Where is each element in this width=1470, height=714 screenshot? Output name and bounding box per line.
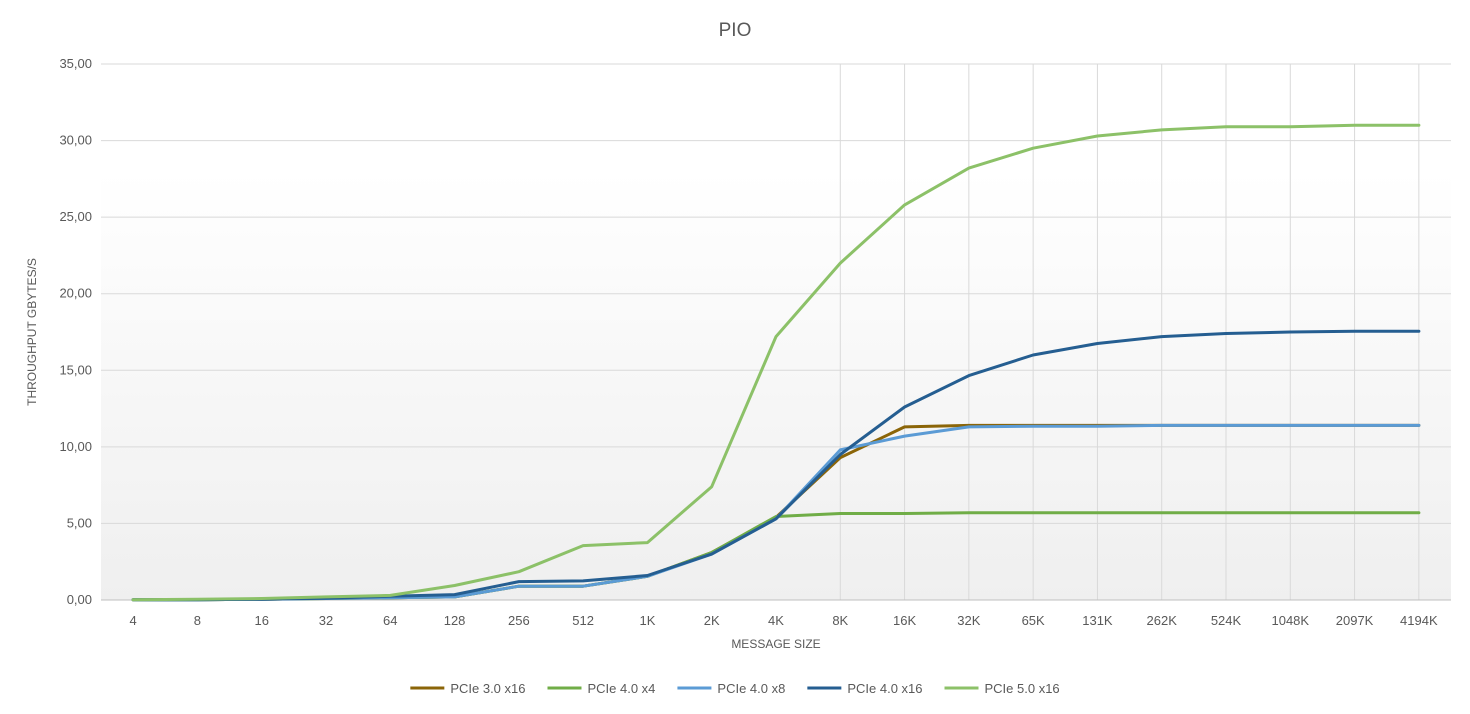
x-tick-label: 512 xyxy=(572,613,594,628)
x-tick-label: 16 xyxy=(254,613,268,628)
x-axis-title: MESSAGE SIZE xyxy=(731,637,820,651)
x-tick-label: 2K xyxy=(704,613,720,628)
legend-item: PCIe 4.0 x16 xyxy=(807,681,923,696)
y-tick-label: 10,00 xyxy=(59,439,92,454)
x-tick-label: 262K xyxy=(1147,613,1178,628)
x-tick-label: 8K xyxy=(832,613,848,628)
legend-label: PCIe 4.0 x16 xyxy=(847,681,922,696)
x-tick-label: 1K xyxy=(639,613,655,628)
y-tick-label: 35,00 xyxy=(59,56,92,71)
x-tick-label: 32K xyxy=(957,613,980,628)
y-tick-label: 0,00 xyxy=(67,592,92,607)
legend: PCIe 3.0 x16 PCIe 4.0 x4 PCIe 4.0 x8 PCIe 4… xyxy=(410,681,1060,696)
x-tick-label: 1048K xyxy=(1271,613,1309,628)
legend-label: PCIe 3.0 x16 xyxy=(450,681,525,696)
x-tick-label: 4194K xyxy=(1400,613,1438,628)
x-tick-label: 8 xyxy=(194,613,201,628)
x-tick-label: 4K xyxy=(768,613,784,628)
series-line-pcie-5-0-x16 xyxy=(131,123,1421,602)
y-tick-label: 5,00 xyxy=(67,515,92,530)
legend-label: PCIe 4.0 x4 xyxy=(587,681,655,696)
x-tick-label: 2097K xyxy=(1336,613,1374,628)
x-tick-label: 32 xyxy=(319,613,333,628)
y-tick-label: 20,00 xyxy=(59,286,92,301)
x-tick-label: 16K xyxy=(893,613,916,628)
legend-item: PCIe 4.0 x4 xyxy=(547,681,655,696)
chart-title: PIO xyxy=(719,20,752,41)
x-tick-label: 524K xyxy=(1211,613,1242,628)
x-tick-label: 4 xyxy=(130,613,137,628)
y-tick-label: 25,00 xyxy=(59,209,92,224)
y-tick-label: 15,00 xyxy=(59,362,92,377)
plot-area: 0,00 5,00 10,00 15,00 20,00 25,00 30,00 35,00 4 8… xyxy=(59,56,1451,628)
y-axis-title: THROUGHPUT GBYTES/S xyxy=(25,258,39,406)
legend-label: PCIe 4.0 x8 xyxy=(717,681,785,696)
legend-item: PCIe 5.0 x16 xyxy=(944,681,1060,696)
legend-item: PCIe 3.0 x16 xyxy=(410,681,525,696)
legend-label: PCIe 5.0 x16 xyxy=(985,681,1060,696)
legend-item: PCIe 4.0 x8 xyxy=(677,681,785,696)
x-tick-label: 131K xyxy=(1082,613,1113,628)
x-tick-label: 64 xyxy=(383,613,397,628)
y-tick-label: 30,00 xyxy=(59,133,92,148)
x-tick-label: 256 xyxy=(508,613,530,628)
x-tick-label: 65K xyxy=(1022,613,1045,628)
x-tick-label: 128 xyxy=(444,613,466,628)
